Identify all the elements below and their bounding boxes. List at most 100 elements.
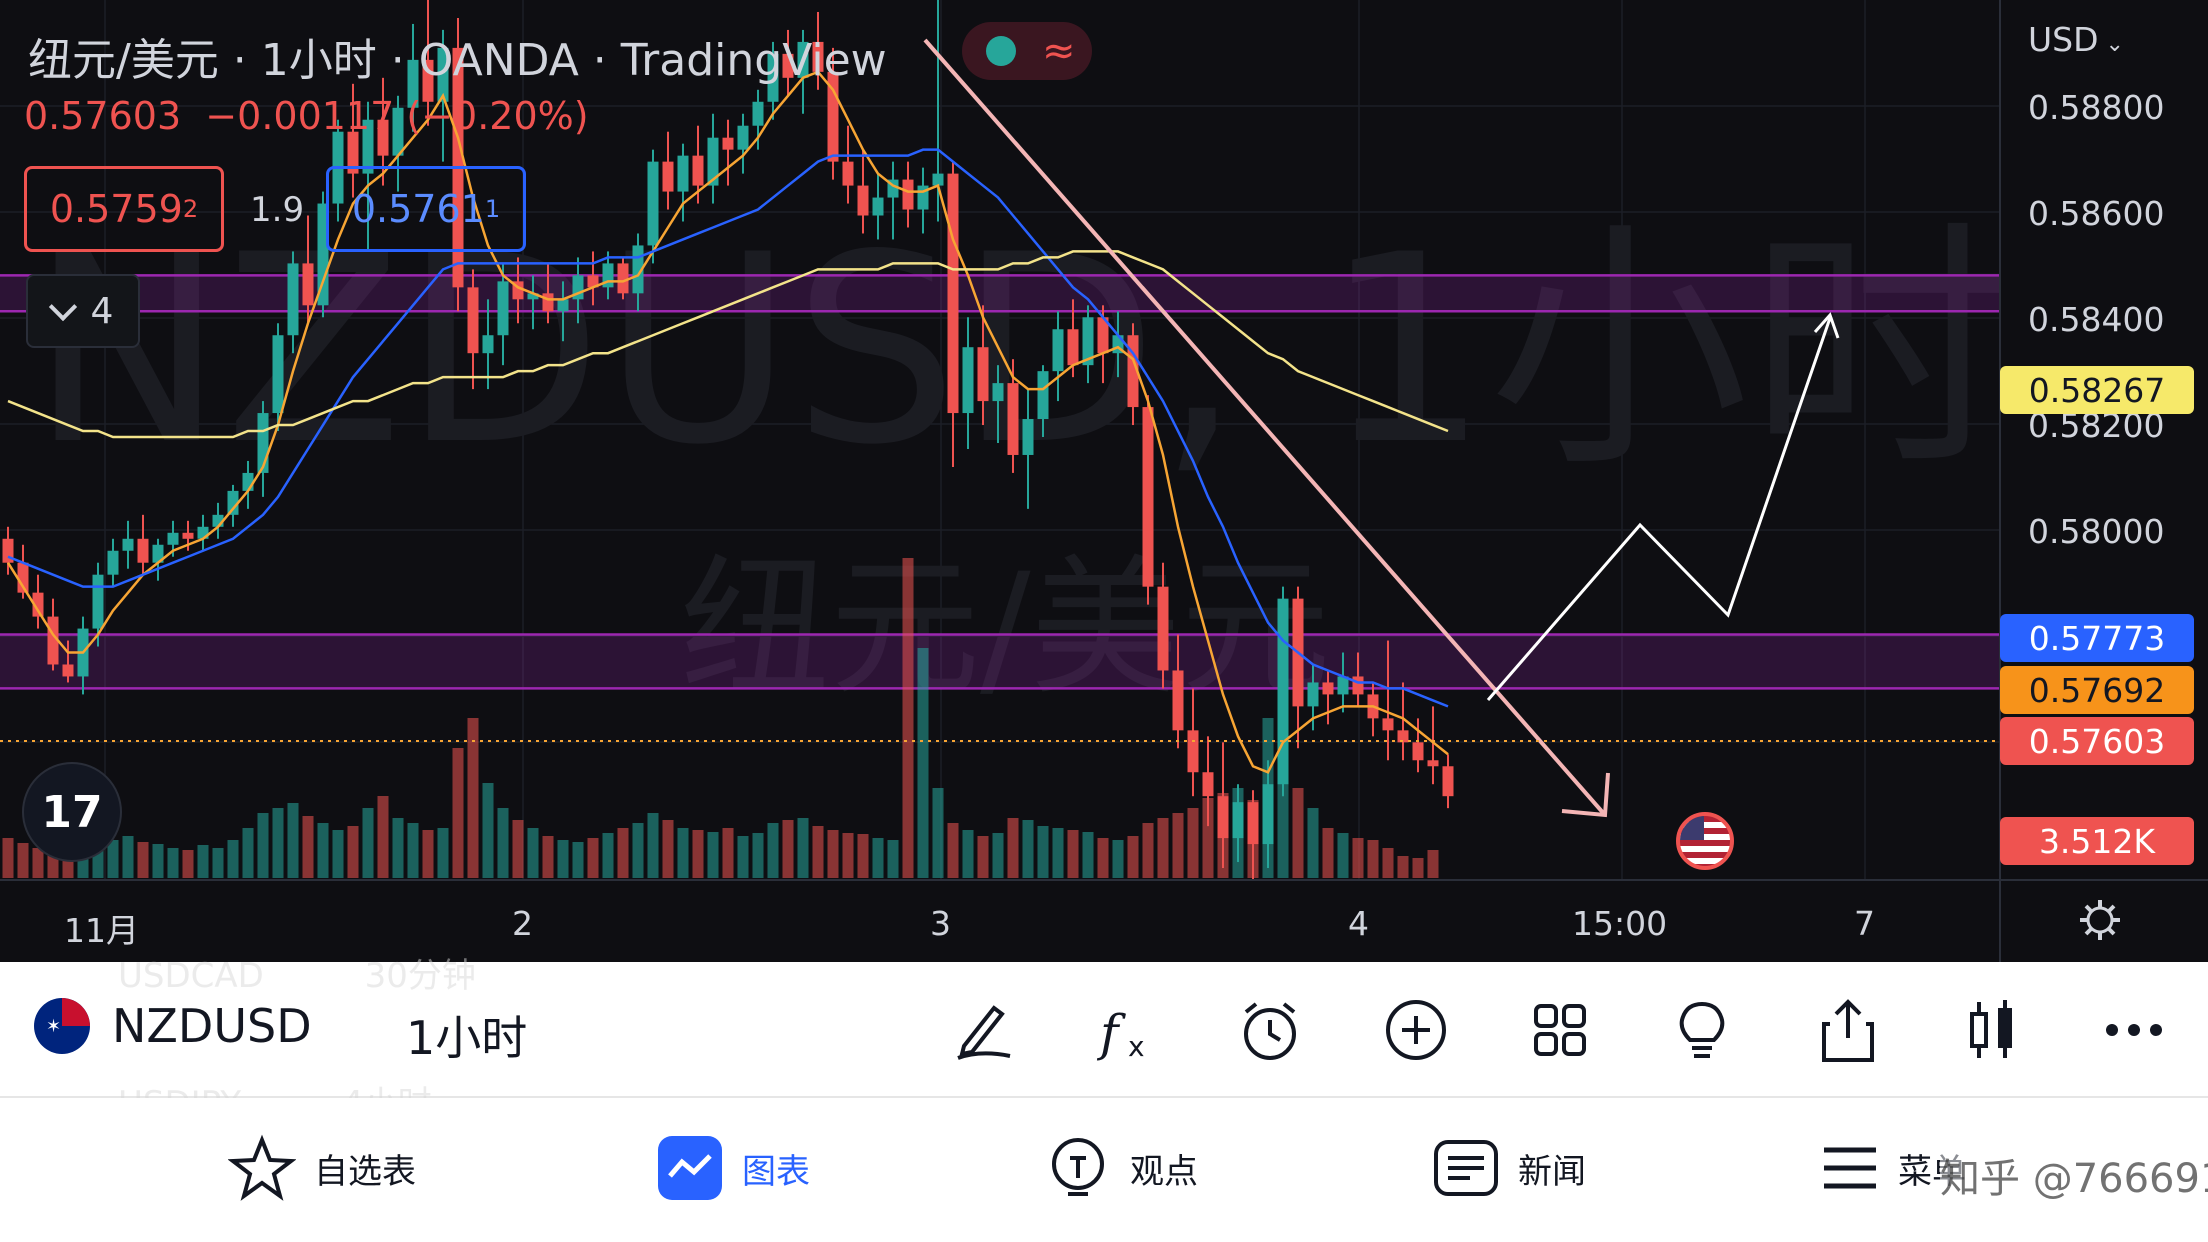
interval-selector[interactable]: 1小时 [406,1011,528,1065]
candle-body [647,161,659,246]
volume-bar [302,816,314,878]
volume-bar [812,826,824,878]
chart-area[interactable]: NZDUSD, 1小时 纽元/美元 纽元/美元 · 1小时 · OANDA · … [0,0,2208,962]
more-options-icon[interactable] [2098,994,2170,1066]
candle-body [197,526,209,539]
layout-grid-icon[interactable] [1524,994,1596,1066]
candle-body [722,137,734,150]
volume-bar [962,830,974,878]
lightbulb-icon[interactable] [1666,994,1738,1066]
volume-bar [1082,832,1094,878]
volume-bar [992,833,1004,878]
candle-body [812,41,824,72]
star-icon [228,1134,296,1201]
ghost-symbol-row: USDCAD 30分钟 [118,948,476,997]
add-plus-icon[interactable] [1380,994,1452,1066]
share-icon[interactable] [1812,994,1884,1066]
candle-body [1232,802,1244,839]
buy-button[interactable]: 0.5761 1 [326,166,526,252]
candle-body [182,532,194,539]
time-label: 15:00 [1572,904,1668,943]
candle-body [677,155,689,192]
projection-path-drawing[interactable] [1486,312,1840,701]
candle-body [482,335,494,354]
volume-bar [752,833,764,878]
candle-body [797,41,809,78]
moving-average-line [7,148,1449,708]
time-label: 3 [930,904,951,943]
volume-bar [1412,858,1424,878]
ma-fast-price-tag: 0.57692 [2000,666,2194,714]
chart-settings-gear-icon[interactable] [2078,898,2122,942]
zone-band [0,275,2000,312]
volume-bar [137,842,149,878]
ma-mid-price-tag: 0.57773 [2000,614,2194,662]
time-label: 11月 [64,911,139,950]
chart-type-candles-icon[interactable] [1956,994,2028,1066]
indicators-toggle[interactable]: 4 [26,274,140,348]
candle-body [587,275,599,288]
sell-price-sup: 2 [182,195,199,223]
us-event-flag-icon[interactable] [1676,812,1734,870]
candle-body [1172,670,1184,731]
candle-body [32,592,44,617]
volume-bar [1142,823,1154,878]
candle-body [1262,784,1274,845]
trend-line-drawing[interactable] [923,38,1610,818]
symbol-selector[interactable]: ✶ NZDUSD [34,998,312,1054]
candle-body [1397,730,1409,743]
volume-bar [947,823,959,878]
candle-body [1382,718,1394,731]
zone-band [0,634,2000,689]
candle-body [287,263,299,336]
candle-body [392,107,404,156]
candle-body [557,299,569,312]
nav-watchlist[interactable]: 自选表 [228,1132,416,1204]
alert-clock-icon[interactable] [1234,994,1306,1066]
candle-body [1097,317,1109,354]
volume-bar [347,826,359,878]
candle-body [302,263,314,306]
volume-bar [437,828,449,878]
ideas-bulb-icon [1052,1138,1104,1196]
volume-bar [1367,840,1379,878]
candle-body [1037,371,1049,420]
sell-button[interactable]: 0.5759 2 [24,166,224,252]
price-chart[interactable]: NZDUSD, 1小时 纽元/美元 [0,0,2208,962]
volume-bar [212,848,224,878]
candle-body [737,125,749,150]
chevron-down-icon: ⌄ [2098,32,2124,57]
drawing-pen-icon[interactable] [950,994,1022,1066]
candle-body [1067,329,1079,366]
volume-bar [842,833,854,878]
candle-body [377,119,389,156]
candle-body [512,281,524,300]
volume-bar [122,836,134,878]
volume-bar [197,845,209,878]
resistance-zones [0,274,2000,690]
volume-bar [857,834,869,878]
chart-grid [0,0,2000,880]
nav-watchlist-label: 自选表 [314,1151,416,1192]
buy-price: 0.5761 [351,187,485,231]
candle-body [782,53,794,78]
nav-ideas[interactable]: 观点 [1044,1132,1198,1204]
chart-icon [658,1136,722,1200]
volume-bar [1187,808,1199,878]
nav-chart[interactable]: 图表 [656,1132,810,1204]
candle-body [227,490,239,515]
volume-bar [767,823,779,878]
candle-body [137,538,149,563]
candle-body [707,137,719,186]
watermark-credit: 知乎 @766691 [1940,1146,2208,1204]
candle-body [662,161,674,192]
candle-body [917,185,929,210]
currency-selector[interactable]: USD ⌄ [2028,20,2124,59]
symbol-title[interactable]: 纽元/美元 · 1小时 · OANDA · TradingView [28,35,887,86]
live-indicator[interactable]: ≈ [962,22,1092,80]
nav-news[interactable]: 新闻 [1432,1132,1586,1204]
tradingview-logo-icon[interactable]: 17 [22,762,122,862]
candle-body [1022,419,1034,455]
price-label: 0.58400 [2028,300,2165,339]
